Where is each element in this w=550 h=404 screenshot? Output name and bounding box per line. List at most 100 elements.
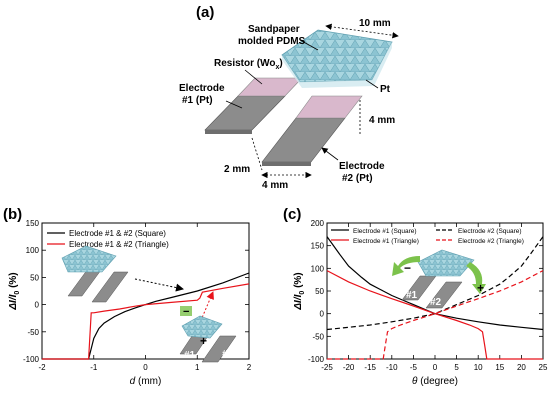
- x-tick-label: 10: [474, 363, 483, 372]
- y-axis-label: ΔI/I0 (%): [293, 272, 306, 310]
- legend-entry: Electrode #1 (Square): [353, 228, 417, 235]
- x-axis-label: θ (degree): [412, 376, 458, 387]
- x-tick-label: -10: [386, 363, 398, 372]
- x-tick-label: 0: [433, 363, 438, 372]
- inset-c-electrode-2: [425, 281, 463, 309]
- x-axis-var: d: [130, 376, 136, 387]
- x-tick-label: -2: [38, 363, 46, 372]
- panel-a-label: (a): [196, 4, 214, 21]
- inset-c-pdms: [417, 249, 475, 277]
- y-tick-label: 50: [30, 273, 39, 282]
- electrode-2-label-line2: #2 (Pt): [342, 173, 373, 184]
- inset-b2-green-arrow: [180, 306, 192, 316]
- x-tick-label: 15: [495, 363, 504, 372]
- inset-b-pdms: [61, 245, 117, 273]
- series-line-1: [42, 283, 250, 360]
- legend-entry: Electrode #2 (Square): [458, 228, 522, 235]
- electrode-2-edge: [262, 162, 311, 166]
- dim-top-label: 10 mm: [359, 18, 391, 29]
- legend-entry: Electrode #1 (Triangle): [353, 238, 419, 245]
- resistor-label: Resistor (Wox): [214, 58, 283, 71]
- inset-b-pdms-on-electrodes: [61, 245, 129, 303]
- y-tick-label: -100: [308, 355, 325, 364]
- inset-b2-plus-sign: +: [200, 334, 207, 348]
- panel-c-label: (c): [283, 206, 301, 223]
- inset-c-label-2: #2: [430, 297, 442, 308]
- x-tick-label: -5: [410, 363, 418, 372]
- x-tick-label: -15: [364, 363, 376, 372]
- electrode-1-label-line1: Electrode: [179, 83, 225, 94]
- y-tick-label: 150: [311, 242, 325, 251]
- pdms-label-line2: molded PDMS: [238, 36, 306, 47]
- x-tick-label: 5: [454, 363, 459, 372]
- legend-entry: Electrode #2 (Triangle): [458, 238, 524, 245]
- dim-gap-arrow: [251, 137, 263, 171]
- dim-gap-label: 2 mm: [224, 164, 250, 175]
- y-tick-label: -50: [312, 332, 324, 341]
- series-line-0: [42, 272, 250, 360]
- inset-c-label-1: #1: [406, 290, 418, 301]
- y-tick-label: 0: [320, 310, 325, 319]
- series-line-3: [327, 270, 544, 360]
- inset-b-arrow-red: [195, 291, 214, 333]
- chart-b: -2 -1 0 1 2 -100 -50 0 50 100 150 d (mm) ΔI/I0 (%) El…: [8, 219, 252, 387]
- inset-c-green-arrow-right: [466, 262, 486, 294]
- series-line-1: [326, 236, 544, 331]
- y-tick-label: -50: [27, 328, 39, 337]
- electrode-1-pad: [204, 95, 286, 131]
- x-tick-label: 20: [517, 363, 526, 372]
- electrode-2-pad: [261, 117, 346, 163]
- y-tick-label: 100: [26, 246, 40, 255]
- y-axis-sub: 0: [299, 291, 306, 295]
- inset-b2-minus-sign: −: [183, 306, 189, 318]
- x-axis-var: θ: [412, 376, 418, 387]
- inset-b-electrode-2: [91, 271, 129, 303]
- electrode-1-label-line2: #1 (Pt): [182, 95, 213, 106]
- inset-b2-label-1: #1: [184, 350, 196, 361]
- x-axis-unit: (mm): [135, 376, 161, 387]
- dim-width-label: 4 mm: [262, 180, 288, 191]
- series-line-0: [326, 236, 544, 331]
- y-tick-label: 50: [315, 287, 324, 296]
- chart-c: -25 -20 -15 -10 -5 0 5 10 15 20 25-100-50050100150…: [293, 219, 548, 387]
- legend-entry: Electrode #1 & #2 (Square): [69, 229, 166, 238]
- x-tick-label: -20: [343, 363, 355, 372]
- inset-c-tilt: − + #1 #2: [392, 249, 486, 309]
- panel-b: (b) -2 -1 0 1 2 -100 -50 0 50 100 150 d (mm) ΔI/I0 (…: [3, 206, 252, 387]
- x-tick-label: 2: [247, 363, 252, 372]
- y-tick-label: 0: [35, 301, 40, 310]
- y-axis-main: ΔI/I: [8, 294, 19, 310]
- legend-entry: Electrode #1 & #2 (Triangle): [69, 240, 169, 249]
- x-tick-label: -1: [90, 363, 98, 372]
- pdms-pointer: [299, 39, 319, 51]
- panel-b-label: (b): [3, 206, 22, 223]
- y-axis-label: ΔI/I0 (%): [8, 272, 21, 310]
- electrode-1-edge: [205, 130, 252, 134]
- panel-c: (c) -25 -20 -15 -10 -5 0 5 10 15 20 25-100-5005010…: [283, 206, 548, 387]
- inset-c-minus-sign: −: [404, 261, 411, 275]
- y-tick-label: -100: [23, 355, 40, 364]
- resistor-pad-2: [295, 95, 363, 119]
- x-axis-label: d (mm): [130, 376, 162, 387]
- resistor-pointer: [244, 69, 263, 85]
- y-tick-label: 100: [311, 264, 325, 273]
- electrode-2-label-line1: Electrode: [339, 161, 385, 172]
- x-tick-label: 1: [195, 363, 200, 372]
- y-tick-label: 150: [26, 219, 40, 228]
- x-axis-unit: (degree): [417, 376, 458, 387]
- inset-b2-electrode-2: [201, 335, 237, 363]
- pt-pointer: [365, 79, 379, 89]
- series-line-2: [326, 270, 543, 360]
- y-tick-label: 200: [311, 219, 325, 228]
- inset-b-tilt: − + #1 #2: [179, 306, 237, 363]
- y-axis-sub: 0: [14, 291, 21, 295]
- inset-c-plus-sign: +: [477, 281, 484, 295]
- inset-b2-pdms: [181, 315, 223, 339]
- panel-a: (a) Sandpaper molded PDMS 10 mm Resistor…: [179, 4, 399, 191]
- y-axis-unit: (%): [8, 272, 19, 290]
- dim-top-arrow: [325, 23, 399, 39]
- inset-b2-label-2: #2: [222, 349, 234, 360]
- dim-right-label: 4 mm: [369, 115, 395, 126]
- resistor-pad-1: [237, 77, 303, 97]
